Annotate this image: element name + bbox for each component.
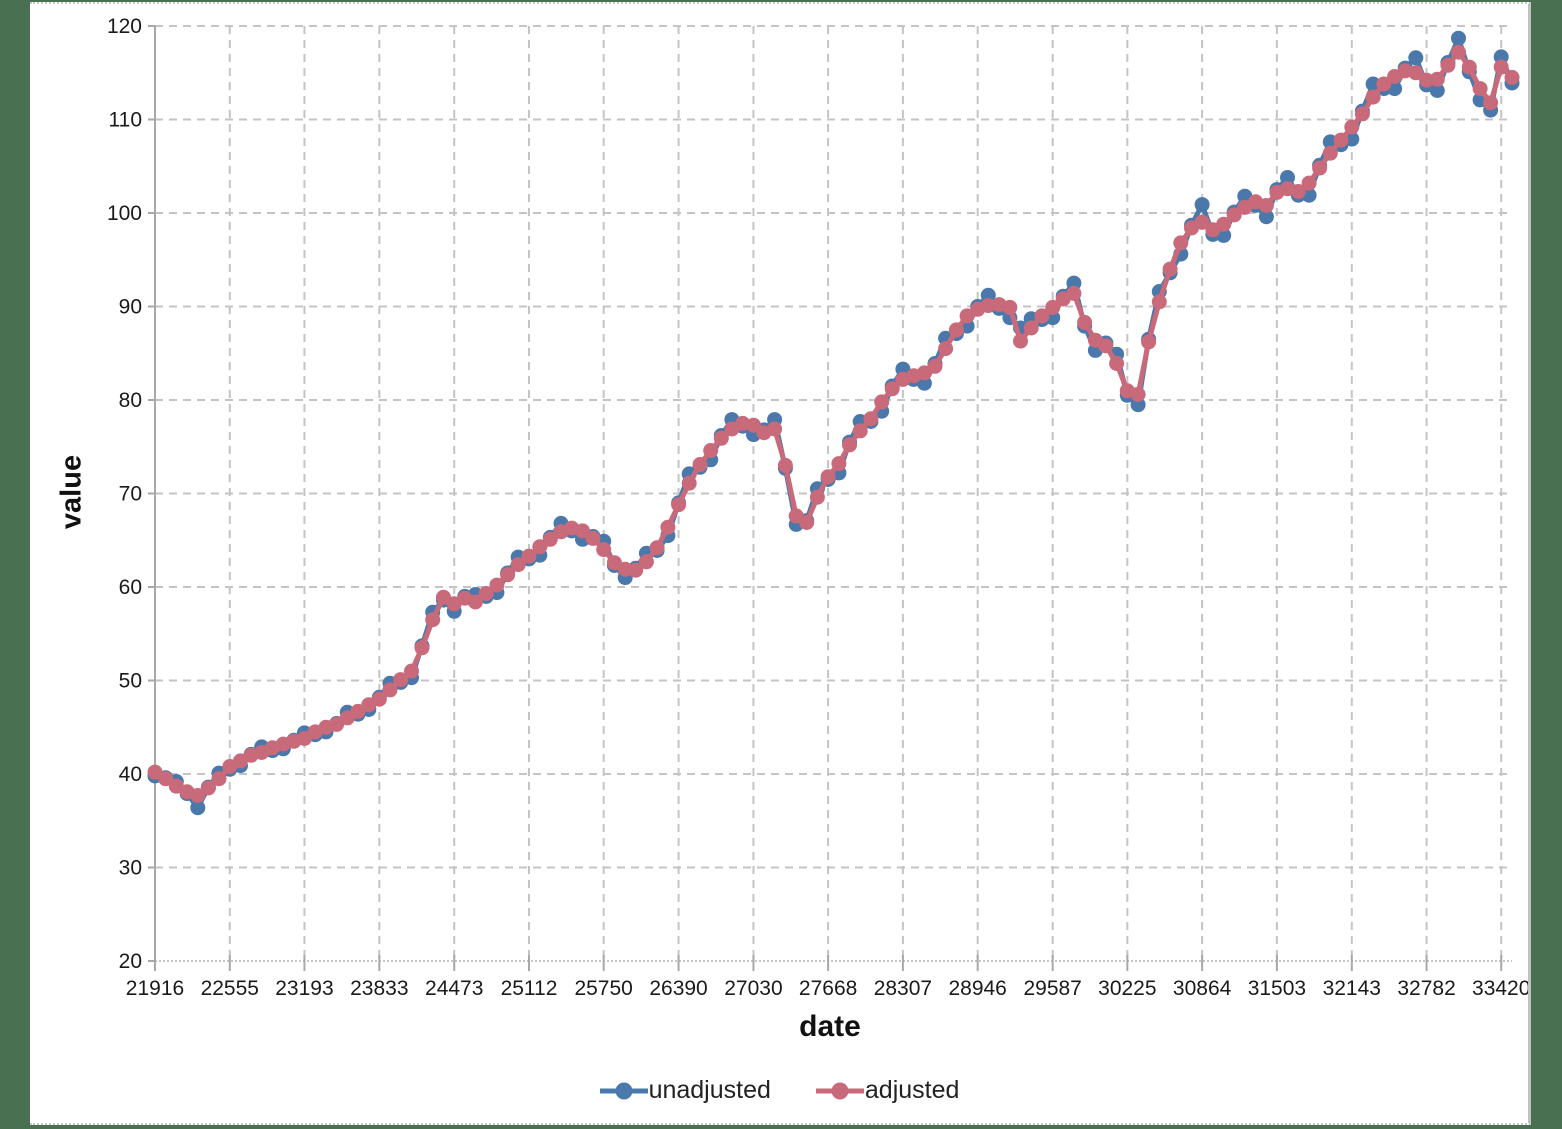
legend-label-adjusted: adjusted	[864, 1076, 960, 1104]
svg-text:26390: 26390	[649, 977, 707, 1000]
y-axis-title: value	[55, 454, 88, 530]
svg-text:28946: 28946	[948, 977, 1006, 1000]
unadjusted-marker-icon	[599, 1080, 649, 1102]
svg-text:28307: 28307	[874, 977, 932, 1000]
svg-text:100: 100	[107, 202, 142, 225]
svg-text:50: 50	[119, 670, 142, 693]
svg-text:23833: 23833	[350, 977, 408, 1000]
svg-text:30: 30	[119, 857, 142, 880]
legend: unadjusted adjusted	[30, 1076, 1528, 1105]
svg-text:31503: 31503	[1248, 977, 1306, 1000]
svg-text:29587: 29587	[1023, 977, 1081, 1000]
chart-panel: 20 30 40 50 60 70 80 90 100 110 120 21916 22555 23193…	[30, 2, 1531, 1125]
svg-text:25112: 25112	[501, 977, 558, 1000]
svg-text:80: 80	[119, 389, 142, 412]
svg-text:60: 60	[119, 576, 142, 599]
x-axis-title: date	[799, 1010, 861, 1043]
legend-item-unadjusted: unadjusted	[599, 1076, 771, 1105]
svg-text:25750: 25750	[574, 977, 632, 1000]
plot-area: 20 30 40 50 60 70 80 90 100 110 120 21916 22555 23193…	[107, 15, 1528, 1000]
svg-text:90: 90	[119, 296, 142, 319]
svg-text:32782: 32782	[1397, 977, 1455, 1000]
svg-text:30225: 30225	[1098, 977, 1156, 1000]
svg-text:30864: 30864	[1173, 977, 1232, 1000]
svg-text:27668: 27668	[799, 977, 857, 1000]
svg-text:70: 70	[119, 483, 142, 506]
adjusted-marker-icon	[815, 1080, 865, 1102]
svg-text:23193: 23193	[275, 977, 333, 1000]
svg-text:21916: 21916	[126, 977, 184, 1000]
legend-label-unadjusted: unadjusted	[648, 1076, 771, 1104]
svg-text:32143: 32143	[1323, 977, 1381, 1000]
svg-text:20: 20	[119, 950, 142, 973]
svg-text:22555: 22555	[201, 977, 259, 1000]
svg-text:27030: 27030	[724, 977, 782, 1000]
svg-text:120: 120	[107, 15, 142, 38]
svg-text:24473: 24473	[425, 977, 483, 1000]
legend-item-adjusted: adjusted	[815, 1076, 960, 1105]
svg-text:110: 110	[109, 109, 142, 132]
svg-text:33420: 33420	[1472, 977, 1528, 1000]
svg-text:40: 40	[119, 763, 142, 786]
